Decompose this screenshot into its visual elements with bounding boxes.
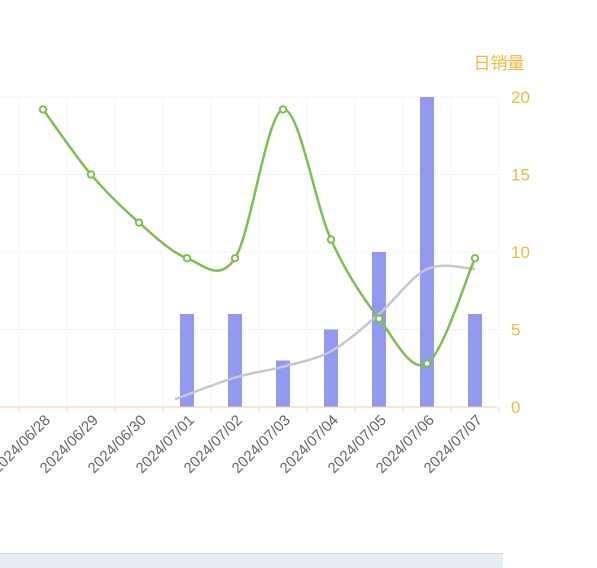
line-point [38, 105, 48, 114]
right-axis-tick-label: 10 [511, 243, 530, 262]
right-axis-title: 日销量 [474, 54, 525, 74]
line-point [86, 170, 96, 179]
bar [276, 360, 290, 407]
bar [468, 314, 482, 407]
line-point [374, 314, 384, 323]
bar [324, 329, 338, 407]
line-point [470, 254, 480, 263]
right-axis-tick-label: 5 [511, 321, 520, 340]
bar [372, 252, 386, 407]
data-zoom-slider[interactable] [0, 553, 503, 568]
line-point [278, 105, 288, 114]
bar [228, 314, 242, 407]
right-axis-tick-label: 0 [511, 398, 520, 417]
line-series-main [41, 108, 477, 367]
line-point [182, 254, 192, 263]
line-point [230, 254, 240, 263]
right-axis-tick-label: 15 [511, 166, 530, 185]
right-axis-tick-label: 20 [511, 88, 530, 107]
line-point [134, 218, 144, 227]
line-series-secondary [174, 264, 476, 401]
bar [420, 97, 434, 407]
line-point [326, 235, 336, 244]
bar [180, 314, 194, 407]
line-point [422, 359, 432, 368]
